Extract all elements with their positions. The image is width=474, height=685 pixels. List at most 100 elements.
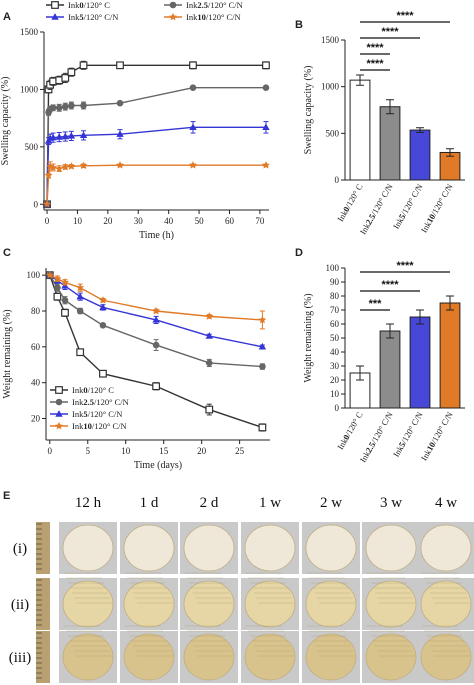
- data-point: [116, 161, 125, 169]
- category-label: Ink10/120° C/N: [419, 410, 455, 462]
- category-label: Ink10/120° C/N: [419, 182, 455, 234]
- column-label: 3 w: [380, 495, 402, 511]
- legend: Ink0/120° C Ink2.5/120° C/N Ink5/120° C/N I…: [50, 385, 129, 431]
- data-point: [55, 164, 64, 173]
- x-tick-label: 30: [134, 216, 144, 226]
- bar: [409, 316, 431, 409]
- panel-b: B 0 500 1000 1500 Swelling capacity (%) Ink0/1…: [295, 10, 465, 236]
- column-label: 1 d: [140, 495, 159, 511]
- category-label: Ink0/120° C: [335, 410, 365, 452]
- x-tick-label: 10: [73, 216, 83, 226]
- data-point: [61, 296, 69, 304]
- data-point: [61, 74, 70, 82]
- y-tick-label: 20: [330, 375, 340, 385]
- panel-a: A 0 500 1000 1500 0 10 20 30 40 50 60 70 Time (h) Swel…: [0, 0, 270, 241]
- data-point: [116, 61, 124, 70]
- panel-e: E 12 h 1 d 2 d 1 w 2 w 3 w 4 w (i) (ii) (iii): [3, 490, 474, 683]
- scaffold-disc: [365, 580, 417, 628]
- data-point: [55, 104, 63, 112]
- significance-label: ****: [366, 42, 384, 54]
- legend-label: Ink0/120° C: [68, 0, 110, 10]
- y-tick-label: 0: [335, 175, 340, 185]
- y-tick-label: 500: [326, 128, 340, 138]
- scaffold-disc: [62, 524, 114, 572]
- data-point: [189, 61, 197, 70]
- data-point: [68, 102, 75, 109]
- y-tick-label: 10: [330, 389, 340, 399]
- x-tick-label: 60: [225, 216, 235, 226]
- scaffold-disc: [420, 524, 472, 572]
- series-2: [43, 84, 270, 208]
- scaffold-disc: [62, 580, 114, 628]
- legend-marker: [55, 421, 63, 430]
- data-point: [67, 68, 76, 77]
- data-point: [152, 316, 160, 323]
- row-label: (iii): [9, 650, 32, 666]
- bar: [409, 129, 431, 181]
- data-point: [99, 369, 107, 378]
- scaffold-disc: [123, 580, 175, 628]
- column-label: 4 w: [435, 495, 457, 511]
- data-point: [152, 341, 160, 349]
- scaffold-disc: [62, 633, 114, 681]
- data-point: [49, 133, 57, 141]
- data-point: [116, 99, 124, 107]
- x-axis-title: Time (days): [134, 460, 182, 471]
- data-point: [53, 292, 62, 301]
- y-tick-label: 80: [31, 306, 41, 316]
- legend-marker: [169, 12, 177, 21]
- data-point: [205, 405, 214, 414]
- data-point: [258, 315, 267, 324]
- y-tick-label: 90: [330, 277, 340, 287]
- data-point: [205, 312, 214, 320]
- data-point: [152, 382, 161, 391]
- data-point: [99, 322, 107, 329]
- scaffold-disc: [365, 524, 417, 572]
- y-tick-label: 1000: [321, 82, 340, 92]
- data-point: [79, 61, 88, 70]
- ruler: [36, 522, 50, 574]
- panel-letter: D: [295, 247, 303, 259]
- data-point: [55, 133, 63, 140]
- y-axis-title: Weight remaining (%): [2, 309, 13, 398]
- series-line: [46, 64, 266, 205]
- category-label: Ink2.5/120° C/N: [358, 410, 395, 464]
- scaffold-disc: [365, 633, 417, 681]
- panel-letter: A: [3, 11, 11, 23]
- y-tick-label: 40: [31, 378, 41, 388]
- data-point: [189, 123, 197, 131]
- data-point: [98, 296, 107, 304]
- ruler: [36, 578, 50, 630]
- legend: Ink0/120° C Ink2.5/120° C/N Ink5/120° C/N I…: [46, 0, 243, 22]
- data-point: [54, 284, 61, 292]
- x-tick-label: 70: [255, 216, 265, 226]
- legend-label: Ink0/120° C: [72, 385, 114, 395]
- bar: [439, 302, 461, 409]
- data-point: [49, 104, 57, 112]
- y-tick-label: 60: [31, 342, 41, 352]
- data-point: [76, 283, 85, 292]
- series-4: [43, 161, 270, 208]
- legend-marker: [55, 410, 63, 417]
- legend-marker: [169, 1, 177, 9]
- data-point: [61, 132, 69, 140]
- column-label: 2 d: [200, 495, 219, 511]
- x-tick-label: 40: [164, 216, 174, 226]
- data-point: [61, 103, 69, 110]
- y-tick-label: 100: [326, 263, 340, 273]
- data-point: [76, 348, 85, 357]
- scaffold-disc: [183, 580, 235, 628]
- panel-c: C 20 40 60 80 100 0 5 10 15 20 25 Time (days) Weight …: [2, 247, 270, 471]
- column-label: 2 w: [320, 495, 342, 511]
- legend-marker: [51, 13, 59, 20]
- series-line: [46, 164, 266, 205]
- data-point: [61, 308, 69, 317]
- data-point: [43, 200, 52, 208]
- x-axis-title: Time (h): [139, 230, 174, 241]
- y-tick-label: 80: [330, 291, 340, 301]
- legend-marker: [51, 1, 59, 9]
- panel-letter: E: [3, 490, 10, 502]
- y-tick-label: 20: [31, 414, 41, 424]
- data-point: [99, 303, 107, 311]
